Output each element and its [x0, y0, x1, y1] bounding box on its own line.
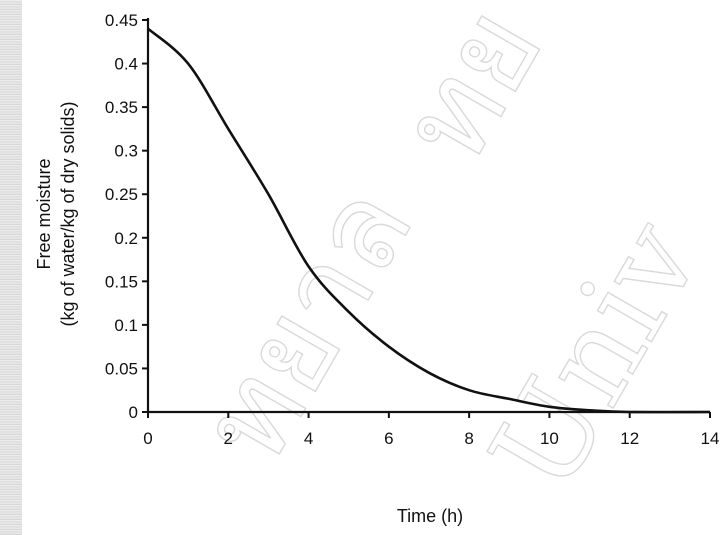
x-tick-label: 2 [224, 429, 233, 448]
y-tick-label: 0.45 [105, 11, 138, 30]
y-tick-label: 0.2 [114, 229, 138, 248]
y-axis-label-line1: Free moisture [34, 158, 54, 269]
ticks: 0 2 4 6 8 10 12 14 0 0.05 0.1 0.15 0.2 0.25 0.3 0.35 0.4… [105, 11, 720, 448]
x-tick-label: 6 [384, 429, 393, 448]
x-tick-label: 12 [620, 429, 639, 448]
y-tick-label: 0.15 [105, 272, 138, 291]
x-tick-label: 10 [540, 429, 559, 448]
y-axis-label-line2: (kg of water/kg of dry solids) [58, 101, 78, 326]
y-tick-label: 0.3 [114, 142, 138, 161]
y-tick-label: 0.05 [105, 359, 138, 378]
svg-text:ทย: ทย [375, 0, 570, 184]
plot-line [147, 27, 711, 414]
y-tick-label: 0.25 [105, 185, 138, 204]
svg-text:Univ: Univ [465, 198, 720, 514]
y-tick-label: 0 [129, 403, 138, 422]
x-tick-label: 8 [464, 429, 473, 448]
y-tick-label: 0.1 [114, 316, 138, 335]
y-tick-label: 0.4 [114, 55, 138, 74]
x-tick-label: 4 [304, 429, 313, 448]
x-tick-label: 0 [143, 429, 152, 448]
x-tick-label: 14 [701, 429, 720, 448]
free-moisture-curve [147, 27, 711, 414]
scan-edge-noise [0, 0, 22, 535]
y-tick-label: 0.35 [105, 98, 138, 117]
x-axis-label: Time (h) [397, 506, 463, 526]
